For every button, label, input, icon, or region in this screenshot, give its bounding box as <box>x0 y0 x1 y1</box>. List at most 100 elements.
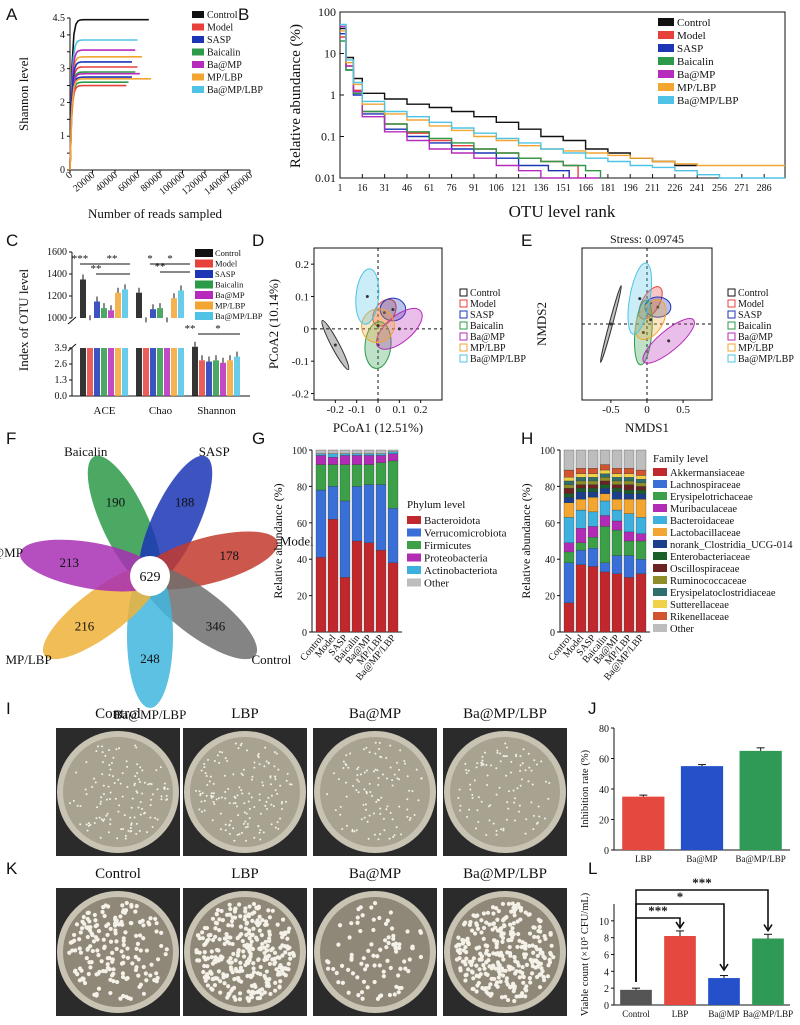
colony <box>386 940 391 946</box>
colony <box>107 831 110 834</box>
colony <box>395 826 398 829</box>
colony <box>471 976 476 981</box>
panel-a: 012344.502000040000600008000010000012000… <box>16 10 263 221</box>
colony <box>95 750 98 753</box>
colony <box>138 948 143 953</box>
colony <box>481 759 484 762</box>
colony <box>246 998 251 1003</box>
y-tick-label: 0.2 <box>295 259 309 271</box>
legend-label: Model <box>207 23 233 34</box>
colony <box>155 769 158 772</box>
colony <box>121 942 126 948</box>
legend-swatch <box>192 61 204 68</box>
legend-label: Baicalin <box>677 56 714 68</box>
colony <box>262 831 265 834</box>
bar-Ba@MP/LBP-base <box>178 348 184 396</box>
stack-Akkermansiaceae <box>563 602 575 633</box>
colony <box>94 781 97 784</box>
petal-label: Ba@MP <box>0 545 23 560</box>
stack-Muribaculaceae <box>635 533 647 542</box>
colony <box>536 821 539 824</box>
colony <box>232 827 235 830</box>
legend-label: Baicalin <box>470 321 503 332</box>
colony <box>228 906 233 912</box>
colony <box>251 966 256 971</box>
colony <box>480 800 483 803</box>
colony <box>368 782 371 785</box>
rank-curve-Baicalin <box>340 40 602 178</box>
colony <box>155 957 161 962</box>
colony <box>498 786 501 789</box>
colony <box>109 768 112 771</box>
colony <box>359 773 362 776</box>
colony <box>346 990 351 995</box>
colony <box>253 761 256 764</box>
y-tick-label: 3 <box>60 64 65 75</box>
colony <box>418 954 424 960</box>
colony <box>159 766 162 769</box>
colony <box>234 801 237 804</box>
legend-swatch <box>653 492 667 500</box>
colony <box>393 773 396 776</box>
colony <box>257 914 262 919</box>
colony <box>387 992 393 998</box>
colony <box>475 983 480 988</box>
colony <box>201 969 206 975</box>
stack-Muribaculaceae <box>587 526 599 538</box>
stack-Actinobacteriota <box>327 453 339 458</box>
colony <box>204 925 210 931</box>
colony <box>257 752 260 755</box>
colony <box>505 746 508 749</box>
y-tick-label: 2 <box>604 984 609 995</box>
colony <box>480 985 485 991</box>
colony <box>233 966 238 972</box>
colony <box>109 973 115 978</box>
colony <box>208 971 214 976</box>
colony <box>79 926 85 931</box>
colony <box>258 799 261 802</box>
legend-label: Control <box>738 288 769 299</box>
panel-letter-F: F <box>6 429 16 448</box>
bar-SASP <box>94 301 100 318</box>
legend-swatch <box>407 516 421 524</box>
colony <box>75 972 80 977</box>
y-axis-title: Relative abundance (%) <box>519 483 533 598</box>
stack-Verrucomicrobiota <box>363 484 375 543</box>
colony <box>501 957 506 962</box>
venn-core-value: 629 <box>140 570 161 585</box>
colony <box>415 768 418 771</box>
colony <box>514 819 517 822</box>
colony <box>509 909 514 914</box>
colony <box>118 804 121 807</box>
colony <box>136 957 141 962</box>
colony <box>223 774 226 777</box>
stack-Firmicutes <box>315 464 327 491</box>
x-tick-label: 226 <box>667 183 682 194</box>
y-tick-label: 1 <box>60 131 65 142</box>
significance-mark: *** <box>692 875 712 890</box>
stack-Other <box>599 449 611 465</box>
colony <box>489 804 492 807</box>
colony <box>534 958 539 963</box>
colony <box>143 781 146 784</box>
colony <box>270 794 273 797</box>
colony <box>245 973 250 979</box>
legend-swatch <box>653 504 667 512</box>
colony <box>388 837 391 840</box>
colony <box>509 984 515 989</box>
colony <box>119 782 122 785</box>
colony <box>409 817 412 820</box>
colony <box>103 969 108 974</box>
colony <box>398 966 403 971</box>
colony <box>500 935 506 941</box>
colony <box>129 902 134 908</box>
colony <box>508 964 513 970</box>
bar-SASP <box>206 361 212 396</box>
colony <box>384 945 389 950</box>
plate-agar <box>450 737 560 847</box>
stack-Verrucomicrobiota <box>327 486 339 520</box>
colony <box>459 809 462 812</box>
stack-Akkermansiaceae <box>611 573 623 633</box>
colony <box>257 928 263 933</box>
stack-Firmicutes <box>327 464 339 487</box>
